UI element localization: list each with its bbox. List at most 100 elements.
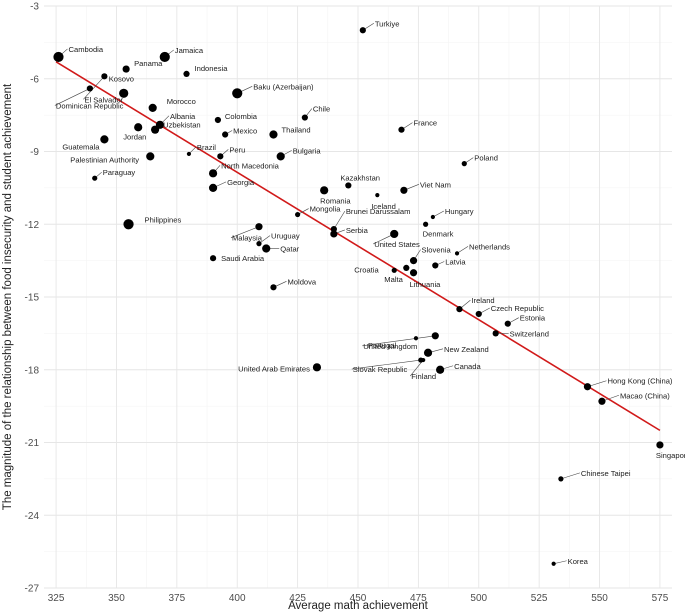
point-label: El Salvador — [84, 95, 123, 104]
data-point — [312, 363, 322, 372]
data-point — [92, 175, 98, 181]
data-point — [492, 330, 499, 337]
point-label: Kosovo — [109, 74, 134, 83]
point-label: France — [413, 119, 437, 128]
point-label: Serbia — [346, 226, 369, 235]
data-point — [504, 320, 511, 327]
x-tick-label: 525 — [531, 593, 548, 604]
point-label: Viet Nam — [420, 180, 451, 189]
point-label: Morocco — [167, 97, 196, 106]
data-points — [53, 27, 664, 566]
point-label: United Kingdom — [363, 342, 417, 351]
data-point — [461, 161, 467, 167]
grid — [44, 5, 672, 589]
point-label: Peru — [229, 145, 245, 154]
data-point — [134, 123, 143, 132]
point-label: Kazakhstan — [340, 173, 380, 182]
data-point — [454, 251, 460, 256]
y-axis-ticks: -3 -6 -9 -12 -15 -18 -21 -24 -27 — [25, 2, 40, 595]
data-point — [330, 230, 338, 238]
x-tick-label: 575 — [652, 593, 669, 604]
point-label: Slovak Republic — [353, 365, 408, 374]
data-point — [183, 70, 190, 77]
point-label: Malaysia — [232, 234, 263, 243]
point-label: Palestinian Authority — [70, 155, 139, 164]
point-label: Portugal — [368, 341, 397, 350]
data-point — [208, 169, 218, 178]
point-label: North Macedonia — [221, 161, 280, 170]
data-point — [583, 383, 592, 391]
point-label: Poland — [474, 154, 498, 163]
data-point — [301, 114, 308, 121]
data-point — [101, 73, 108, 80]
label-leaders — [54, 22, 620, 565]
point-label: Thailand — [281, 126, 310, 135]
data-point — [413, 336, 419, 341]
data-point — [436, 365, 445, 374]
point-label: Romania — [320, 196, 351, 205]
point-label: Uzbekistan — [163, 121, 201, 130]
label-leader-line — [230, 226, 260, 238]
data-point — [345, 182, 352, 189]
point-label: Singapore — [656, 451, 685, 460]
point-label: Malta — [384, 275, 403, 284]
point-label: United Arab Emirates — [238, 364, 310, 373]
point-label: Brunei Darussalam — [346, 207, 411, 216]
data-point — [423, 348, 433, 357]
point-label: Saudi Arabia — [221, 254, 265, 263]
point-label: Dominican Republic — [56, 101, 124, 110]
data-point — [255, 223, 263, 231]
data-point — [432, 262, 439, 269]
point-label: Mexico — [233, 127, 257, 136]
data-point — [232, 88, 243, 99]
label-leader-line — [553, 560, 567, 565]
y-tick-label: -3 — [30, 2, 39, 13]
data-point — [256, 241, 262, 247]
point-label: Turkiye — [375, 19, 400, 28]
x-tick-label: 325 — [48, 593, 65, 604]
data-point — [320, 186, 329, 195]
label-leader-line — [54, 88, 91, 106]
data-point — [656, 441, 664, 449]
data-point — [217, 153, 224, 160]
data-point — [375, 193, 380, 198]
x-tick-label: 475 — [410, 593, 427, 604]
data-point — [208, 183, 218, 192]
label-leader-line — [83, 76, 105, 100]
data-point — [214, 116, 222, 124]
data-point — [209, 255, 217, 262]
data-point — [86, 85, 93, 92]
data-point — [409, 269, 418, 277]
point-label: Canada — [454, 362, 481, 371]
point-label: Finland — [411, 372, 436, 381]
point-label: Iceland — [371, 202, 396, 211]
data-point — [551, 561, 556, 566]
point-label: Albania — [170, 112, 196, 121]
point-label: Indonesia — [195, 64, 229, 73]
data-point — [122, 65, 130, 73]
point-label: Hungary — [445, 207, 474, 216]
data-point — [430, 214, 435, 220]
point-label: Denmark — [423, 229, 454, 238]
data-point — [151, 125, 160, 134]
y-tick-label: -9 — [30, 147, 39, 158]
point-label: Panama — [134, 59, 163, 68]
y-tick-label: -21 — [25, 438, 40, 449]
point-labels: Cambodia Jamaica Turkiye Panama Indonesia El … — [56, 19, 685, 566]
x-axis-title: Average math achievement — [288, 600, 429, 612]
data-point — [423, 221, 429, 227]
data-point — [456, 306, 463, 313]
point-label: United States — [374, 240, 420, 249]
point-label: Ireland — [471, 296, 494, 305]
point-label: Netherlands — [469, 242, 510, 251]
data-point — [100, 135, 109, 144]
point-label: Bulgaria — [293, 146, 322, 155]
x-tick-label: 400 — [229, 593, 246, 604]
data-point — [270, 284, 277, 291]
point-label: Jamaica — [175, 46, 204, 55]
x-axis-ticks: 325 350 375 400 425 450 475 500 525 550 575 — [48, 593, 669, 604]
point-label: Switzerland — [510, 329, 549, 338]
label-leader-line — [409, 359, 424, 377]
data-point — [276, 152, 285, 161]
y-axis-title: The magnitude of the relationship betwee… — [2, 83, 14, 510]
